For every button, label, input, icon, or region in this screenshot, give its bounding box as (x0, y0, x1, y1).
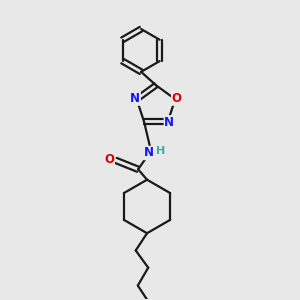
Text: O: O (104, 153, 114, 166)
Text: N: N (164, 116, 174, 129)
Text: O: O (172, 92, 182, 105)
Text: N: N (130, 92, 140, 105)
Text: N: N (143, 146, 154, 160)
Text: H: H (156, 146, 165, 157)
